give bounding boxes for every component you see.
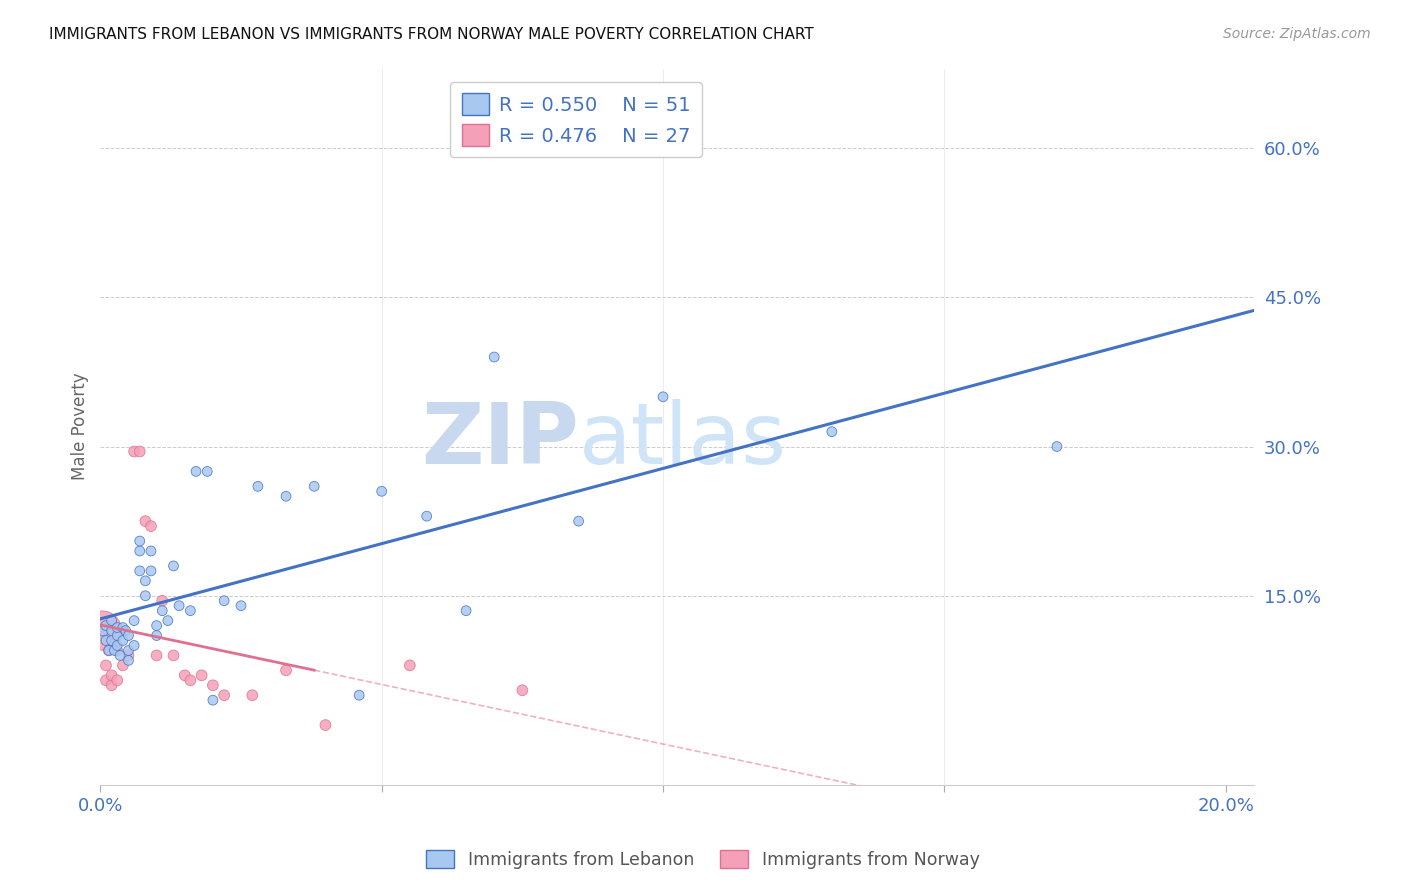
Point: [456, 604, 478, 618]
Point: [190, 668, 212, 682]
Point: [94, 658, 117, 673]
Point: [111, 633, 134, 648]
Point: [167, 599, 190, 613]
Point: [128, 544, 150, 558]
Y-axis label: Male Poverty: Male Poverty: [72, 373, 89, 481]
Point: [370, 484, 392, 499]
Point: [347, 688, 370, 702]
Point: [302, 479, 325, 493]
Point: [111, 658, 134, 673]
Point: [274, 664, 297, 678]
Text: Source: ZipAtlas.com: Source: ZipAtlas.com: [1223, 27, 1371, 41]
Point: [398, 658, 420, 673]
Point: [128, 444, 150, 458]
Point: [195, 464, 218, 478]
Point: [212, 688, 235, 702]
Point: [156, 614, 179, 628]
Point: [105, 621, 128, 635]
Point: [94, 618, 117, 632]
Point: [111, 621, 134, 635]
Point: [201, 678, 224, 692]
Point: [139, 564, 162, 578]
Point: [415, 509, 437, 524]
Point: [184, 464, 207, 478]
Point: [122, 614, 145, 628]
Point: [134, 589, 156, 603]
Point: [484, 350, 506, 364]
Point: [100, 614, 122, 628]
Point: [821, 425, 844, 439]
Point: [122, 639, 145, 653]
Point: [108, 648, 131, 663]
Point: [94, 633, 117, 648]
Point: [145, 618, 167, 632]
Point: [652, 390, 675, 404]
Point: [246, 479, 269, 493]
Point: [117, 648, 139, 663]
Point: [568, 514, 591, 528]
Point: [105, 643, 128, 657]
Point: [512, 683, 534, 698]
Point: [139, 544, 162, 558]
Legend: R = 0.550    N = 51, R = 0.476    N = 27: R = 0.550 N = 51, R = 0.476 N = 27: [450, 82, 702, 157]
Point: [162, 558, 184, 573]
Point: [103, 643, 125, 657]
Point: [274, 489, 297, 503]
Point: [201, 693, 224, 707]
Point: [150, 593, 173, 607]
Text: atlas: atlas: [579, 400, 787, 483]
Point: [229, 599, 252, 613]
Point: [128, 564, 150, 578]
Text: IMMIGRANTS FROM LEBANON VS IMMIGRANTS FROM NORWAY MALE POVERTY CORRELATION CHART: IMMIGRANTS FROM LEBANON VS IMMIGRANTS FR…: [49, 27, 814, 42]
Point: [145, 628, 167, 642]
Point: [150, 604, 173, 618]
Point: [212, 593, 235, 607]
Point: [91, 624, 114, 638]
Point: [91, 624, 114, 638]
Point: [134, 514, 156, 528]
Point: [117, 653, 139, 667]
Point: [117, 643, 139, 657]
Point: [179, 604, 201, 618]
Point: [134, 574, 156, 588]
Point: [179, 673, 201, 688]
Point: [114, 624, 136, 638]
Point: [173, 668, 195, 682]
Point: [105, 628, 128, 642]
Point: [100, 678, 122, 692]
Point: [100, 668, 122, 682]
Point: [1046, 440, 1069, 454]
Point: [100, 624, 122, 638]
Legend: Immigrants from Lebanon, Immigrants from Norway: Immigrants from Lebanon, Immigrants from…: [419, 844, 987, 876]
Point: [145, 648, 167, 663]
Text: ZIP: ZIP: [422, 400, 579, 483]
Point: [105, 639, 128, 653]
Point: [97, 643, 120, 657]
Point: [162, 648, 184, 663]
Point: [105, 673, 128, 688]
Point: [100, 633, 122, 648]
Point: [94, 673, 117, 688]
Point: [97, 643, 120, 657]
Point: [314, 718, 336, 732]
Point: [122, 444, 145, 458]
Point: [240, 688, 263, 702]
Point: [117, 628, 139, 642]
Point: [139, 519, 162, 533]
Point: [128, 534, 150, 549]
